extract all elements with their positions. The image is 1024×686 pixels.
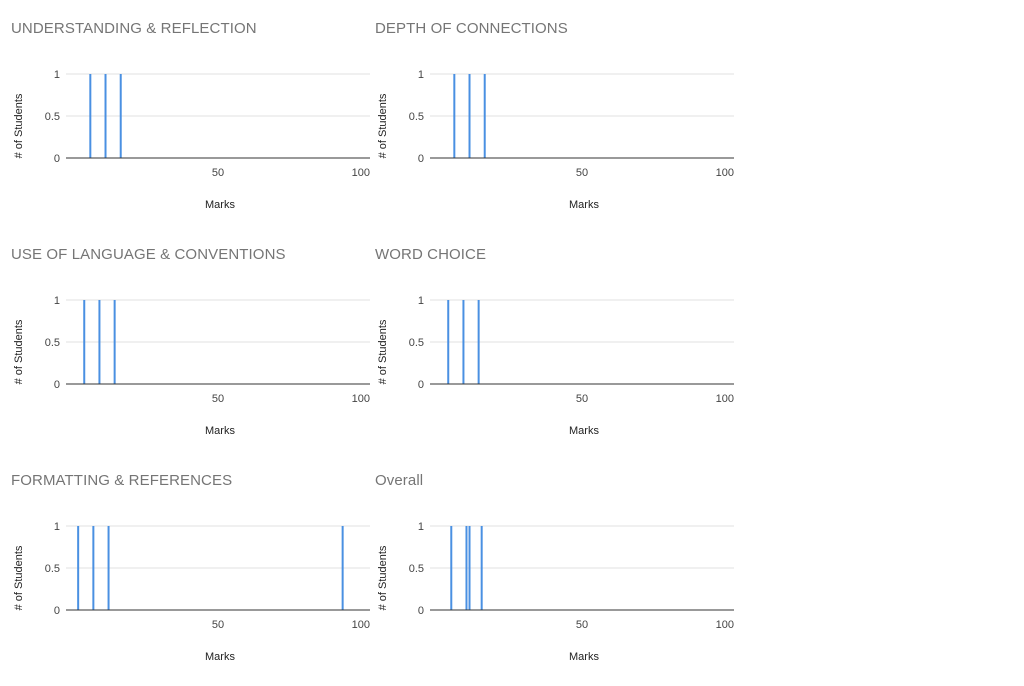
- bar: [465, 526, 468, 610]
- x-axis-title: Marks: [569, 199, 599, 211]
- x-tick-label: 100: [352, 167, 370, 179]
- y-tick-label: 0.5: [409, 111, 424, 123]
- chart-panel: DEPTH OF CONNECTIONS 0 0.5 1 50 100 Marks # of …: [375, 8, 739, 234]
- bar: [468, 526, 471, 610]
- chart-svg: 0 0.5 1 50 100 Marks # of Students: [377, 521, 734, 663]
- y-tick-label: 0: [418, 379, 424, 391]
- bar: [453, 74, 456, 158]
- bar: [450, 526, 453, 610]
- bar: [480, 526, 483, 610]
- bar: [462, 300, 465, 384]
- x-tick-label: 100: [352, 619, 370, 631]
- chart-panel: USE OF LANGUAGE & CONVENTIONS 0 0.5 1 50 100 M…: [11, 234, 375, 460]
- y-tick-label: 1: [418, 295, 424, 307]
- chart-panel: FORMATTING & REFERENCES 0 0.5 1 50 100 Marks # …: [11, 460, 375, 686]
- chart-title: USE OF LANGUAGE & CONVENTIONS: [11, 246, 286, 263]
- x-axis-title: Marks: [569, 651, 599, 663]
- bar: [483, 74, 486, 158]
- chart-panel: WORD CHOICE 0 0.5 1 50 100 Marks # of Students: [375, 234, 739, 460]
- x-tick-label: 50: [576, 619, 588, 631]
- bar: [468, 74, 471, 158]
- x-tick-label: 50: [212, 167, 224, 179]
- x-tick-label: 50: [576, 393, 588, 405]
- y-tick-label: 0: [418, 153, 424, 165]
- chart-panel: UNDERSTANDING & REFLECTION 0 0.5 1 50 100 Mark…: [11, 8, 375, 234]
- y-tick-label: 0.5: [45, 563, 60, 575]
- chart-title: WORD CHOICE: [375, 246, 487, 263]
- bar: [477, 300, 480, 384]
- y-axis-title: # of Students: [377, 545, 389, 610]
- chart-svg: 0 0.5 1 50 100 Marks # of Students: [13, 521, 370, 663]
- bar: [98, 300, 101, 384]
- y-tick-label: 0.5: [45, 111, 60, 123]
- chart-svg: 0 0.5 1 50 100 Marks # of Students: [377, 69, 734, 211]
- x-axis-title: Marks: [205, 425, 235, 437]
- y-tick-label: 1: [418, 521, 424, 533]
- x-axis-title: Marks: [569, 425, 599, 437]
- chart-svg: 0 0.5 1 50 100 Marks # of Students: [13, 295, 370, 437]
- bar: [83, 300, 86, 384]
- y-tick-label: 1: [54, 295, 60, 307]
- y-tick-label: 0: [54, 153, 60, 165]
- bar: [447, 300, 450, 384]
- y-axis-title: # of Students: [377, 319, 389, 384]
- chart-svg: 0 0.5 1 50 100 Marks # of Students: [377, 295, 734, 437]
- bar: [89, 74, 92, 158]
- chart-title: Overall: [375, 472, 424, 489]
- y-tick-label: 1: [54, 69, 60, 81]
- bar: [113, 300, 116, 384]
- bar: [119, 74, 122, 158]
- bar: [92, 526, 95, 610]
- x-axis-title: Marks: [205, 199, 235, 211]
- bar: [107, 526, 110, 610]
- y-tick-label: 0: [54, 379, 60, 391]
- y-tick-label: 0: [54, 605, 60, 617]
- bar: [104, 74, 107, 158]
- chart-title: UNDERSTANDING & REFLECTION: [11, 20, 257, 37]
- y-axis-title: # of Students: [377, 93, 389, 158]
- x-tick-label: 50: [212, 619, 224, 631]
- chart-panel: Overall 0 0.5 1 50 100 Marks # of Students: [375, 460, 739, 686]
- chart-title: FORMATTING & REFERENCES: [11, 472, 233, 489]
- bar: [341, 526, 344, 610]
- x-tick-label: 100: [716, 393, 734, 405]
- y-tick-label: 0.5: [45, 337, 60, 349]
- x-tick-label: 100: [716, 619, 734, 631]
- bar: [77, 526, 80, 610]
- x-tick-label: 100: [352, 393, 370, 405]
- x-tick-label: 50: [576, 167, 588, 179]
- y-tick-label: 1: [418, 69, 424, 81]
- x-tick-label: 100: [716, 167, 734, 179]
- y-axis-title: # of Students: [13, 93, 25, 158]
- x-tick-label: 50: [212, 393, 224, 405]
- y-axis-title: # of Students: [13, 319, 25, 384]
- y-tick-label: 0.5: [409, 563, 424, 575]
- chart-title: DEPTH OF CONNECTIONS: [375, 20, 568, 37]
- y-tick-label: 0.5: [409, 337, 424, 349]
- y-tick-label: 0: [418, 605, 424, 617]
- x-axis-title: Marks: [205, 651, 235, 663]
- y-tick-label: 1: [54, 521, 60, 533]
- chart-svg: 0 0.5 1 50 100 Marks # of Students: [13, 69, 370, 211]
- y-axis-title: # of Students: [13, 545, 25, 610]
